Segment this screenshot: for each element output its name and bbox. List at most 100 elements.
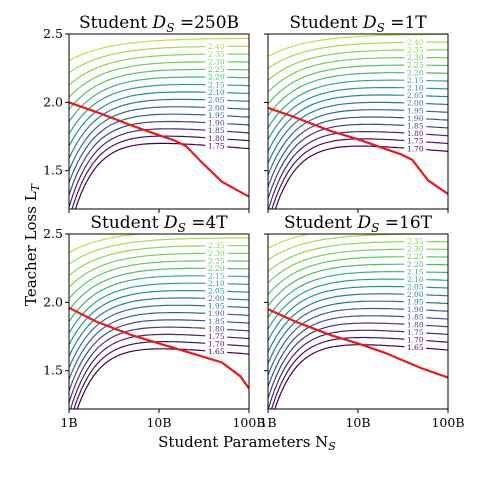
contour-label-bg — [205, 255, 228, 265]
contour-label-bg — [205, 240, 228, 250]
x-axis-label-text: Student Parameters N — [158, 433, 328, 451]
contour-label: 2.05 — [407, 91, 424, 100]
panel-title-value: =16T — [379, 213, 432, 233]
panel-title-var: D — [152, 13, 167, 33]
contour-label: 2.00 — [208, 103, 225, 112]
contour-label: 1.70 — [208, 339, 225, 348]
contour-label-bg — [205, 125, 228, 135]
contour-label-bg — [404, 259, 427, 269]
contour-label: 2.05 — [407, 282, 424, 291]
contour-label-bg — [205, 95, 228, 105]
contour-label-bg — [205, 338, 228, 348]
y-axis-label-text: Teacher Loss L — [22, 191, 40, 306]
contour-label: 2.30 — [208, 249, 225, 258]
contour-label: 2.30 — [407, 245, 424, 254]
panel-title-value: =1T — [385, 13, 427, 33]
contour-label: 2.15 — [208, 80, 225, 89]
contour-label-bg — [404, 244, 427, 254]
contour-line — [268, 234, 448, 261]
y-tick-label: 1.5 — [43, 163, 63, 178]
contour-label-bg — [404, 281, 427, 291]
contour-label: 1.75 — [407, 137, 424, 146]
contour-label-bg — [404, 342, 427, 352]
contour-label-bg — [404, 37, 427, 47]
y-tick-label: 2.5 — [43, 26, 63, 41]
x-tick-label: 10B — [345, 415, 370, 430]
y-axis-label: Teacher Loss LT — [22, 182, 42, 306]
panel-title-prefix: Student — [79, 13, 153, 33]
contour-label-bg — [404, 251, 427, 261]
x-axis-label-subscript: S — [328, 440, 336, 453]
contour-label-bg — [205, 56, 228, 66]
contour-label: 1.65 — [208, 347, 225, 356]
x-tick-label: 10B — [146, 415, 171, 430]
contour-label: 1.85 — [407, 121, 424, 130]
chart-panel-4: 2.352.302.252.202.152.102.052.001.951.90… — [259, 213, 464, 430]
contour-label-bg — [404, 52, 427, 62]
contour-label: 2.40 — [208, 42, 225, 51]
contour-label-bg — [404, 327, 427, 337]
contour-label-bg — [404, 105, 427, 115]
contour-label-bg — [205, 141, 228, 151]
contour-label: 2.35 — [208, 241, 225, 250]
x-axis-label: Student Parameters NS — [158, 433, 336, 453]
contour-label: 1.90 — [208, 309, 225, 318]
contour-label-bg — [404, 236, 427, 246]
panel-title: Student DS =250B — [79, 13, 239, 35]
optimal-teacher-line — [69, 101, 249, 198]
y-tick-label: 1.5 — [43, 363, 63, 378]
contour-label: 2.10 — [407, 83, 424, 92]
panel-title-sub: S — [371, 221, 379, 235]
contour-label-bg — [205, 72, 228, 82]
contour-label: 2.10 — [208, 88, 225, 97]
contour-label-bg — [404, 136, 427, 146]
contour-label-bg — [205, 110, 228, 120]
contour-label-bg — [404, 75, 427, 85]
contour-label-bg — [404, 44, 427, 54]
contour-label-bg — [404, 113, 427, 123]
contour-label: 2.10 — [407, 275, 424, 284]
contour-label-bg — [404, 289, 427, 299]
panel-title-var: D — [357, 213, 372, 233]
contour-label-bg — [404, 274, 427, 284]
contour-label: 1.80 — [407, 129, 424, 138]
contour-label: 2.25 — [208, 256, 225, 265]
contour-label-bg — [205, 293, 228, 303]
contour-label: 1.80 — [208, 134, 225, 143]
contour-line — [268, 34, 448, 58]
contour-label: 1.80 — [208, 324, 225, 333]
contour-label-bg — [205, 331, 228, 341]
contour-label: 1.90 — [407, 305, 424, 314]
contour-line — [69, 237, 249, 265]
contour-label-bg — [205, 41, 228, 51]
y-tick-label: 2.5 — [43, 226, 63, 241]
contour-label-bg — [205, 316, 228, 326]
panel-title-prefix: Student — [289, 13, 363, 33]
contour-label-bg — [404, 82, 427, 92]
contour-label-bg — [404, 143, 427, 153]
contour-label: 2.20 — [208, 73, 225, 82]
contour-label: 2.25 — [208, 65, 225, 74]
contour-label-bg — [205, 270, 228, 280]
contour-label: 2.10 — [208, 279, 225, 288]
contour-label-bg — [205, 301, 228, 311]
contour-label-bg — [205, 118, 228, 128]
contour-label: 2.00 — [407, 99, 424, 108]
contour-label: 2.35 — [208, 50, 225, 59]
contour-line — [268, 234, 313, 249]
chart-panel-1: 2.402.352.302.252.202.152.102.052.001.95… — [43, 13, 250, 213]
contour-label: 2.20 — [208, 264, 225, 273]
panel-title-var: D — [163, 213, 178, 233]
panel-title: Student DS =4T — [90, 213, 228, 235]
contour-label: 2.15 — [407, 76, 424, 85]
plot-area: 2.402.352.302.252.202.152.102.052.001.95… — [69, 37, 249, 209]
contour-label-bg — [205, 308, 228, 318]
contour-label: 2.00 — [407, 290, 424, 299]
contour-label: 2.00 — [208, 294, 225, 303]
chart-panel-2: 2.402.352.302.252.202.152.102.052.001.95… — [264, 13, 449, 213]
panel-title-value: =250B — [174, 13, 239, 33]
panel-title-prefix: Student — [284, 213, 358, 233]
panel-title: Student DS =1T — [289, 13, 427, 35]
contour-label: 1.95 — [407, 298, 424, 307]
